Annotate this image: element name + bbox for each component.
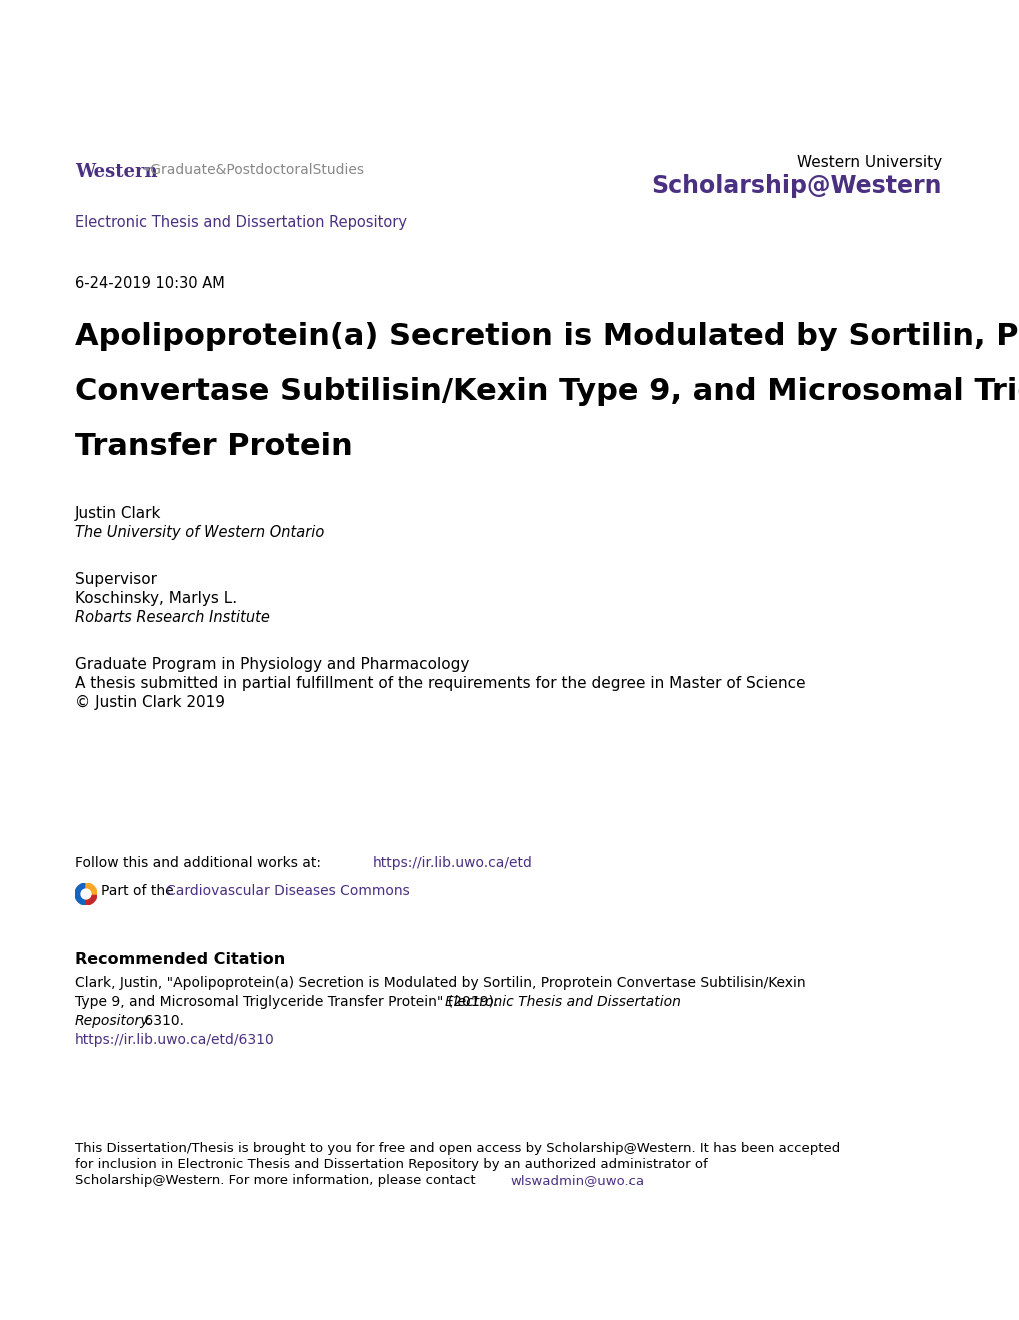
Text: Graduate Program in Physiology and Pharmacology: Graduate Program in Physiology and Pharm… xyxy=(75,657,469,672)
Wedge shape xyxy=(86,883,97,894)
Text: 6310.: 6310. xyxy=(140,1014,183,1028)
Text: Supervisor: Supervisor xyxy=(75,572,157,587)
Text: Follow this and additional works at:: Follow this and additional works at: xyxy=(75,855,325,870)
Text: Recommended Citation: Recommended Citation xyxy=(75,952,285,968)
Text: Type 9, and Microsomal Triglyceride Transfer Protein" (2019).: Type 9, and Microsomal Triglyceride Tran… xyxy=(75,995,502,1008)
Text: Repository.: Repository. xyxy=(75,1014,153,1028)
Text: Scholarship@Western: Scholarship@Western xyxy=(651,174,942,198)
Text: Koschinsky, Marlys L.: Koschinsky, Marlys L. xyxy=(75,591,236,606)
Text: The University of Western Ontario: The University of Western Ontario xyxy=(75,525,324,540)
Text: Transfer Protein: Transfer Protein xyxy=(75,432,353,461)
Wedge shape xyxy=(75,883,86,906)
Text: https://ir.lib.uwo.ca/etd: https://ir.lib.uwo.ca/etd xyxy=(373,855,532,870)
Circle shape xyxy=(81,890,91,899)
Text: •Graduate&PostdoctoralStudies: •Graduate&PostdoctoralStudies xyxy=(143,162,365,177)
Text: This Dissertation/Thesis is brought to you for free and open access by Scholarsh: This Dissertation/Thesis is brought to y… xyxy=(75,1142,840,1155)
Text: .: . xyxy=(628,1173,632,1187)
Text: A thesis submitted in partial fulfillment of the requirements for the degree in : A thesis submitted in partial fulfillmen… xyxy=(75,676,805,690)
Text: Part of the: Part of the xyxy=(101,884,178,898)
Text: for inclusion in Electronic Thesis and Dissertation Repository by an authorized : for inclusion in Electronic Thesis and D… xyxy=(75,1158,707,1171)
Text: 6-24-2019 10:30 AM: 6-24-2019 10:30 AM xyxy=(75,276,224,290)
Text: Apolipoprotein(a) Secretion is Modulated by Sortilin, Proprotein: Apolipoprotein(a) Secretion is Modulated… xyxy=(75,322,1019,351)
Text: wlswadmin@uwo.ca: wlswadmin@uwo.ca xyxy=(510,1173,643,1187)
Text: Electronic Thesis and Dissertation: Electronic Thesis and Dissertation xyxy=(444,995,681,1008)
Text: © Justin Clark 2019: © Justin Clark 2019 xyxy=(75,696,225,710)
Text: Clark, Justin, "Apolipoprotein(a) Secretion is Modulated by Sortilin, Proprotein: Clark, Justin, "Apolipoprotein(a) Secret… xyxy=(75,975,805,990)
Text: Convertase Subtilisin/Kexin Type 9, and Microsomal Triglyceride: Convertase Subtilisin/Kexin Type 9, and … xyxy=(75,378,1019,407)
Text: Justin Clark: Justin Clark xyxy=(75,506,161,521)
Text: Electronic Thesis and Dissertation Repository: Electronic Thesis and Dissertation Repos… xyxy=(75,215,407,230)
Text: Scholarship@Western. For more information, please contact: Scholarship@Western. For more informatio… xyxy=(75,1173,479,1187)
Text: Cardiovascular Diseases Commons: Cardiovascular Diseases Commons xyxy=(166,884,410,898)
Text: Robarts Research Institute: Robarts Research Institute xyxy=(75,610,270,624)
Text: https://ir.lib.uwo.ca/etd/6310: https://ir.lib.uwo.ca/etd/6310 xyxy=(75,1034,274,1047)
Text: Western University: Western University xyxy=(796,154,942,170)
Wedge shape xyxy=(86,894,97,906)
Text: Western: Western xyxy=(75,162,158,181)
